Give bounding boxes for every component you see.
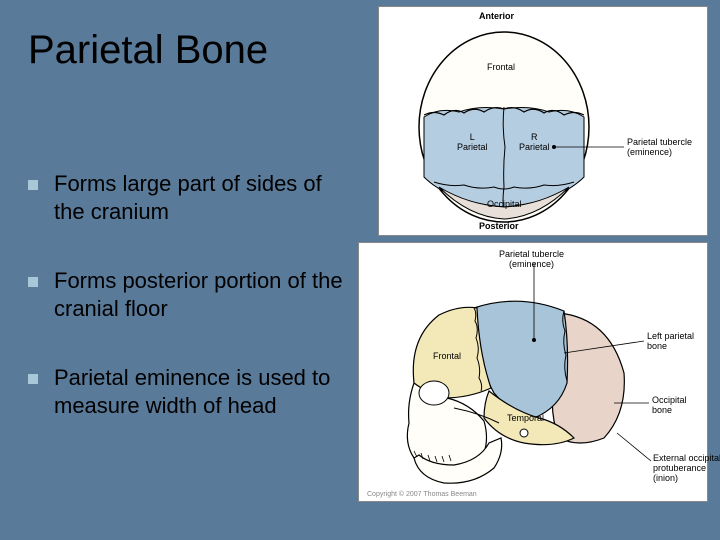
frontal-label-2: Frontal <box>433 351 461 361</box>
tubercle-label: Parietal tubercle (eminence) <box>627 137 692 157</box>
skull-superior-svg <box>379 7 709 237</box>
anterior-label: Anterior <box>479 11 514 21</box>
left-parietal-label: Left parietal bone <box>647 331 694 351</box>
l-parietal-label: L Parietal <box>457 132 488 152</box>
bullet-text: Forms large part of sides of the cranium <box>54 170 358 225</box>
copyright-label: Copyright © 2007 Thomas Beeman <box>367 491 477 498</box>
bullet-icon <box>28 277 38 287</box>
tubercle-label-2: Parietal tubercle (eminence) <box>499 249 564 269</box>
slide-title: Parietal Bone <box>28 28 268 73</box>
bullet-icon <box>28 374 38 384</box>
diagram-lateral-skull: Parietal tubercle (eminence) Frontal Tem… <box>358 242 708 502</box>
diagram-superior-skull: Anterior Posterior Frontal L Parietal R … <box>378 6 708 236</box>
r-parietal-label: R Parietal <box>519 132 550 152</box>
occipital-label-2: Occipital bone <box>652 395 687 415</box>
posterior-label: Posterior <box>479 221 519 231</box>
frontal-label: Frontal <box>487 62 515 72</box>
list-item: Parietal eminence is used to measure wid… <box>28 364 358 419</box>
bullet-icon <box>28 180 38 190</box>
list-item: Forms posterior portion of the cranial f… <box>28 267 358 322</box>
list-item: Forms large part of sides of the cranium <box>28 170 358 225</box>
bullet-text: Forms posterior portion of the cranial f… <box>54 267 358 322</box>
bullet-text: Parietal eminence is used to measure wid… <box>54 364 358 419</box>
protuberance-label: External occipital protuberance (inion) <box>653 453 720 483</box>
slide-container: Parietal Bone Forms large part of sides … <box>0 0 720 540</box>
temporal-label: Temporal <box>507 413 544 423</box>
occipital-label: Occipital <box>487 199 522 209</box>
bullet-list: Forms large part of sides of the cranium… <box>28 170 358 461</box>
